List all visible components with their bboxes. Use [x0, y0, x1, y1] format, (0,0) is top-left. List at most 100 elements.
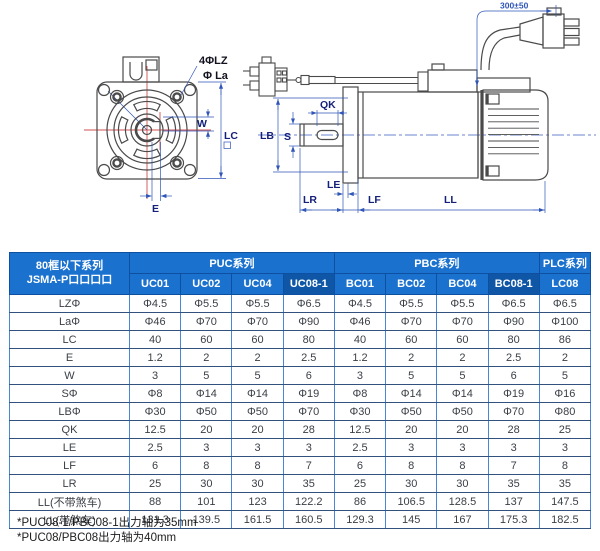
- side-outline: [299, 7, 580, 184]
- spec-cell: 60: [180, 330, 233, 349]
- label-w: W: [197, 118, 207, 130]
- label-lr: LR: [303, 194, 317, 206]
- spec-cell: Φ14: [231, 384, 284, 403]
- table-row: E 1.2 2 2 2.5 1.2 2 2 2.5 2: [9, 348, 592, 367]
- spec-cell: 2.5: [487, 348, 540, 367]
- spec-cell: Φ14: [180, 384, 233, 403]
- spec-cell: 80: [282, 330, 335, 349]
- spec-cell: Φ14: [436, 384, 489, 403]
- spec-cell: 2: [180, 348, 233, 367]
- row-label: LR: [9, 474, 130, 493]
- spec-cell: Φ46: [333, 312, 387, 331]
- spec-cell: 20: [180, 420, 233, 439]
- table-row: LR 25 30 30 35 25 30 30 35 35: [9, 474, 592, 493]
- table-row: LC 40 60 60 80 40 60 60 80 86: [9, 330, 592, 349]
- spec-cell: 5: [231, 366, 284, 385]
- column-header-uc02: UC02: [180, 273, 233, 295]
- label-phi-la: Φ La: [203, 70, 229, 82]
- motor-front-view: 4ΦLZ Φ La W LC E: [84, 55, 238, 215]
- spec-cell: 167: [436, 510, 489, 529]
- spec-cell: 3: [385, 438, 438, 457]
- label-cable-length: 300±50: [500, 1, 529, 11]
- spec-cell: 1.2: [333, 348, 387, 367]
- table-row: SΦ Φ8 Φ14 Φ14 Φ19 Φ8 Φ14 Φ14 Φ19 Φ16: [9, 384, 592, 403]
- spec-cell: Φ5.5: [385, 294, 438, 313]
- spec-cell: 25: [333, 474, 387, 493]
- spec-cell: 6: [282, 366, 335, 385]
- spec-cell: Φ70: [231, 312, 284, 331]
- column-header-bc08-1: BC08-1: [487, 273, 540, 295]
- spec-cell: 20: [231, 420, 284, 439]
- corner-header-line2: JSMA-P口口口口: [26, 273, 113, 286]
- spec-cell: 8: [436, 456, 489, 475]
- column-header-row: UC01 UC02 UC04 UC08-1 BC01 BC02 BC04 BC08-1 LC08: [10, 273, 592, 295]
- spec-cell: 5: [436, 366, 489, 385]
- table-row: LaΦ Φ46 Φ70 Φ70 Φ90 Φ46 Φ70 Φ70 Φ90 Φ100: [9, 312, 592, 331]
- spec-cell: 2.5: [333, 438, 387, 457]
- motor-side-view: 300±50 QK LB S LE LR LF LL: [258, 1, 596, 213]
- spec-cell: Φ90: [487, 312, 540, 331]
- spec-cell: 35: [282, 474, 335, 493]
- label-lc: LC: [224, 130, 238, 142]
- front-dimensions: [140, 65, 231, 201]
- spec-cell: 30: [231, 474, 284, 493]
- spec-cell: Φ5.5: [436, 294, 489, 313]
- side-dimensions: [273, 5, 557, 213]
- spec-cell: 60: [231, 330, 284, 349]
- power-cable: [480, 26, 521, 71]
- column-header-bc01: BC01: [333, 273, 387, 295]
- table-row: LE 2.5 3 3 3 2.5 3 3 3 3: [9, 438, 592, 457]
- spec-cell: 86: [333, 492, 387, 511]
- cooling-slots: [117, 100, 177, 160]
- spec-cell: 106.5: [385, 492, 438, 511]
- power-connector-body: [542, 13, 565, 49]
- spec-cell: 60: [436, 330, 489, 349]
- label-e: E: [152, 203, 159, 215]
- row-label: LE: [9, 438, 130, 457]
- shaft-keyway: [134, 117, 155, 143]
- spec-cell: 5: [385, 366, 438, 385]
- spec-cell: 3: [436, 438, 489, 457]
- spec-cell: Φ90: [282, 312, 335, 331]
- spec-cell: 2: [385, 348, 438, 367]
- spec-cell: 2.5: [128, 438, 182, 457]
- spec-cell: Φ19: [487, 384, 540, 403]
- label-lb: LB: [260, 130, 274, 142]
- spec-cell: 12.5: [333, 420, 387, 439]
- spec-cell: Φ14: [385, 384, 438, 403]
- spec-cell: Φ46: [128, 312, 182, 331]
- spec-cell: Φ6.5: [282, 294, 335, 313]
- label-ll: LL: [444, 194, 457, 206]
- spec-cell: 3: [128, 366, 182, 385]
- table-row: LL(不带煞车) 88 101 123 122.2 86 106.5 128.5 137 147.…: [9, 492, 592, 511]
- spec-cell: Φ4.5: [128, 294, 182, 313]
- column-header-lc08: LC08: [538, 273, 592, 295]
- table-row: QK 12.5 20 20 28 12.5 20 20 28 25: [9, 420, 592, 439]
- spec-cell: Φ70: [282, 402, 335, 421]
- front-connector-tab: [145, 59, 158, 71]
- rear-fins: [488, 108, 539, 155]
- label-qk: QK: [320, 99, 336, 111]
- encoder-plug-latch: [261, 56, 272, 64]
- spec-cell: Φ5.5: [231, 294, 284, 313]
- spec-cell: Φ50: [436, 402, 489, 421]
- spec-cell: Φ8: [333, 384, 387, 403]
- spec-cell: 20: [436, 420, 489, 439]
- spec-cell: 129.3: [333, 510, 387, 529]
- spec-cell: 175.3: [487, 510, 540, 529]
- row-label: LaΦ: [9, 312, 130, 331]
- group-header-row: 80框以下系列 JSMA-P口口口口 PUC系列 PBC系列 PLC系列: [9, 252, 592, 295]
- spec-cell: 3: [333, 366, 387, 385]
- table-row: LF 6 8 8 7 6 8 8 7 8: [9, 456, 592, 475]
- spec-cell: 88: [128, 492, 182, 511]
- dimension-drawing: 4ΦLZ Φ La W LC E: [84, 1, 596, 215]
- spec-cell: 30: [436, 474, 489, 493]
- spec-cell: Φ4.5: [333, 294, 387, 313]
- spec-cell: 30: [180, 474, 233, 493]
- rear-cover: [482, 89, 549, 181]
- spec-cell: 6: [487, 366, 540, 385]
- spec-cell: 1.2: [128, 348, 182, 367]
- spec-cell: 2.5: [282, 348, 335, 367]
- spec-cell: Φ50: [385, 402, 438, 421]
- spec-cell: 122.2: [282, 492, 335, 511]
